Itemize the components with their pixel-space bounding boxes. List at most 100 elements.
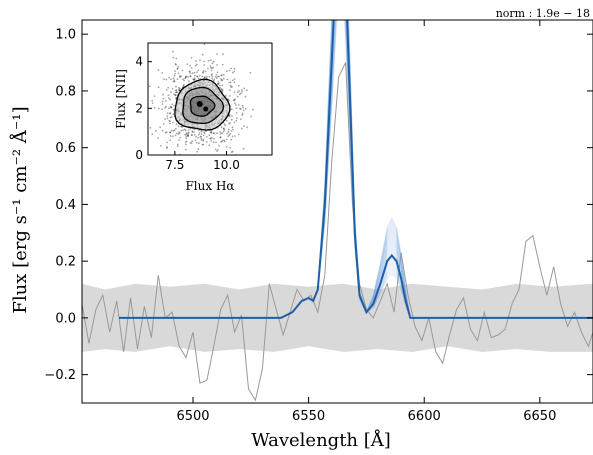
inset-point [174, 127, 177, 130]
inset-point [215, 141, 218, 144]
inset-point [177, 133, 180, 136]
inset-point [175, 91, 177, 94]
inset-point [196, 150, 199, 153]
inset-point [228, 115, 231, 118]
inset-point [184, 141, 187, 143]
inset-point [209, 65, 212, 67]
inset-point [212, 66, 215, 69]
inset-point [153, 95, 156, 97]
inset-point [153, 107, 156, 109]
inset-point [166, 146, 169, 149]
inset-point [193, 134, 196, 136]
inset-point [236, 95, 239, 98]
inset-point [186, 63, 189, 66]
inset-point [184, 148, 187, 151]
inset-point [216, 132, 218, 135]
inset-point [207, 67, 209, 70]
inset-point [229, 146, 232, 149]
inset-point [183, 128, 186, 131]
inset-point [172, 121, 174, 124]
inset-point [213, 132, 216, 135]
inset-point [169, 131, 172, 134]
inset-point [161, 108, 164, 111]
inset-point [175, 85, 177, 88]
inset-point [241, 91, 243, 93]
inset-point [240, 127, 243, 130]
inset-point [222, 73, 225, 76]
inset-point [199, 135, 202, 138]
inset-point [217, 83, 219, 86]
inset-point [187, 129, 190, 131]
inset-point [205, 136, 208, 138]
inset-point [178, 139, 181, 142]
inset-point [202, 134, 205, 137]
inset-point [202, 138, 205, 141]
inset-point [169, 105, 172, 108]
inset-point [217, 149, 219, 151]
inset-point [222, 53, 225, 56]
inset-point [207, 59, 210, 62]
normalization-annotation: norm : 1.9e − 18 [496, 7, 590, 20]
inset-point [220, 78, 222, 80]
inset-point [184, 76, 187, 79]
inset-point [198, 132, 201, 134]
inset-point [211, 73, 213, 76]
inset-point [229, 81, 232, 84]
inset-point [173, 93, 176, 95]
inset-point [201, 53, 204, 56]
inset-point [168, 119, 171, 122]
inset-point [219, 136, 222, 139]
inset-point [167, 94, 170, 97]
inset-x-tick-label: 10.0 [213, 158, 240, 172]
inset-point [209, 137, 212, 140]
inset-point [170, 78, 172, 81]
inset-point [238, 93, 241, 96]
inset-point [234, 104, 237, 106]
inset-point [176, 67, 179, 70]
inset-point [157, 137, 160, 139]
inset-point [203, 131, 206, 134]
inset-point [191, 140, 194, 143]
inset-point [196, 71, 198, 73]
inset-point [225, 138, 228, 141]
inset-point [169, 135, 172, 137]
inset-point [178, 132, 181, 135]
inset-point [233, 67, 236, 70]
inset-point [176, 91, 178, 93]
inset-point [212, 79, 215, 82]
inset-point [243, 125, 245, 127]
inset-point [183, 79, 186, 82]
inset-point [238, 84, 240, 87]
inset-point [215, 74, 218, 76]
inset-point [173, 79, 176, 82]
inset-point [229, 84, 232, 87]
inset-point [210, 59, 212, 61]
inset-point [223, 127, 225, 130]
inset-point [180, 129, 183, 132]
inset-point [221, 63, 224, 66]
inset-point [169, 122, 171, 125]
inset-point [179, 87, 181, 90]
inset-point [191, 134, 193, 136]
inset-point [164, 131, 167, 134]
inset-point [202, 143, 205, 146]
inset-point [239, 92, 242, 95]
inset-point [182, 129, 185, 132]
inset-point [239, 107, 241, 110]
inset-point [172, 77, 175, 80]
inset-point [175, 91, 178, 94]
inset-point [166, 141, 169, 144]
inset-point [174, 94, 177, 97]
inset-point [244, 95, 247, 98]
inset-point [228, 69, 231, 72]
inset-contour-layer [174, 78, 231, 131]
inset-point [221, 140, 223, 143]
inset-point [173, 104, 176, 107]
inset-point [230, 86, 233, 88]
inset-point [190, 142, 193, 145]
inset-point [231, 115, 233, 117]
inset-point [162, 97, 165, 100]
inset-point [213, 78, 216, 81]
inset-point [174, 89, 177, 92]
inset-point [219, 133, 222, 135]
